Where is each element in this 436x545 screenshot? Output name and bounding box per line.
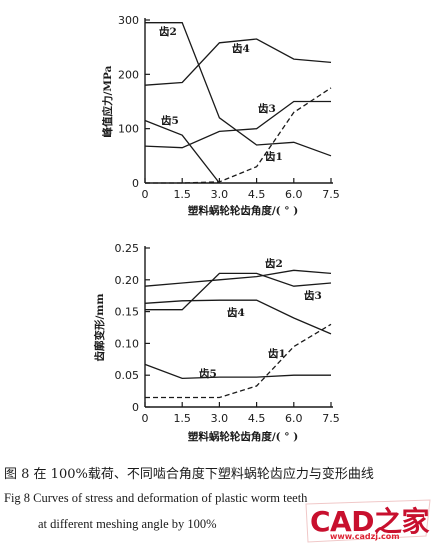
stress-x-tick-label: 4.5: [248, 188, 266, 201]
deform-series-label-tooth3: 齿3: [304, 289, 322, 302]
deform-y-axis-label: 齿廓变形/mm: [93, 293, 106, 361]
stress-x-tick-label: 6.0: [285, 188, 303, 201]
caption-english-line1: Fig 8 Curves of stress and deformation o…: [4, 491, 308, 505]
deform-series-line-tooth3: [145, 272, 332, 311]
caption-english-line2: at different meshing angle by 100%: [38, 517, 217, 531]
deform-y-tick-label: 0.05: [115, 369, 140, 382]
deform-y-tick-label: 0: [132, 401, 139, 414]
stress-series-line-tooth5: [144, 119, 220, 184]
deform-x-axis-label: 塑料蜗轮轮齿角度/( ° ): [188, 430, 298, 443]
deform-x-tick-label: 6.0: [285, 412, 303, 425]
deform-series-line-tooth2: [144, 269, 332, 287]
deform-y-tick-label: 0.25: [115, 242, 140, 255]
stress-x-tick-label: 1.5: [173, 188, 191, 201]
stress-y-tick-label: 100: [118, 123, 139, 136]
deform-x-tick-label: 4.5: [248, 412, 266, 425]
stress-x-tick-label: 7.5: [322, 188, 340, 201]
deform-series-label-tooth2: 齿2: [265, 257, 283, 270]
watermark-logo-text: CAD之家: [310, 505, 429, 538]
watermark-url: www.cadzj.com: [330, 532, 400, 541]
stress-series-line-tooth3: [144, 100, 331, 149]
stress-series-line-tooth2: [145, 22, 332, 157]
stress-y-tick-label: 0: [132, 177, 139, 190]
stress-y-tick-label: 200: [118, 68, 139, 81]
stress-x-tick-label: 0: [142, 188, 149, 201]
stress-x-axis-label: 塑料蜗轮轮齿角度/( ° ): [188, 204, 298, 217]
deform-x-tick-label: 0: [142, 412, 149, 425]
stress-series-label-tooth5: 齿5: [161, 114, 179, 127]
deform-x-tick-label: 7.5: [322, 412, 340, 425]
watermark-logo-shape: [305, 499, 431, 543]
deform-y-tick-label: 0.15: [115, 306, 140, 319]
stress-series-label-tooth1: 齿1: [265, 150, 283, 163]
stress-series-label-tooth3: 齿3: [258, 102, 276, 115]
deform-series-label-tooth4: 齿4: [227, 306, 245, 319]
stress-series-line-tooth4: [144, 38, 332, 86]
deform-series-line-tooth4: [144, 299, 332, 335]
deform-x-tick-label: 3.0: [211, 412, 229, 425]
figure-charts: 0 100 200 300 0 1.5 3.0 4.5 6.0 7.5 峰值应力/MPa 塑料蜗轮轮齿…: [93, 14, 340, 443]
stress-series-label-tooth4: 齿4: [232, 42, 250, 55]
stress-y-tick-label: 300: [118, 14, 139, 27]
caption-chinese: 图 8 在 100%载荷、不同啮合角度下塑料蜗轮齿应力与变形曲线: [4, 467, 374, 482]
deform-y-tick-label: 0.10: [115, 337, 140, 350]
deform-series-line-tooth5: [144, 363, 331, 380]
deform-series-label-tooth5: 齿5: [199, 367, 217, 380]
deform-series-label-tooth1: 齿1: [268, 347, 286, 360]
deform-y-tick-label: 0.20: [115, 274, 140, 287]
stress-series-line-tooth1: [145, 87, 332, 184]
stress-y-axis-label: 峰值应力/MPa: [101, 65, 114, 137]
deform-series-line-tooth1: [145, 323, 332, 399]
deform-x-tick-label: 1.5: [173, 412, 191, 425]
stress-x-tick-label: 3.0: [211, 188, 229, 201]
stress-series-label-tooth2: 齿2: [159, 25, 177, 38]
